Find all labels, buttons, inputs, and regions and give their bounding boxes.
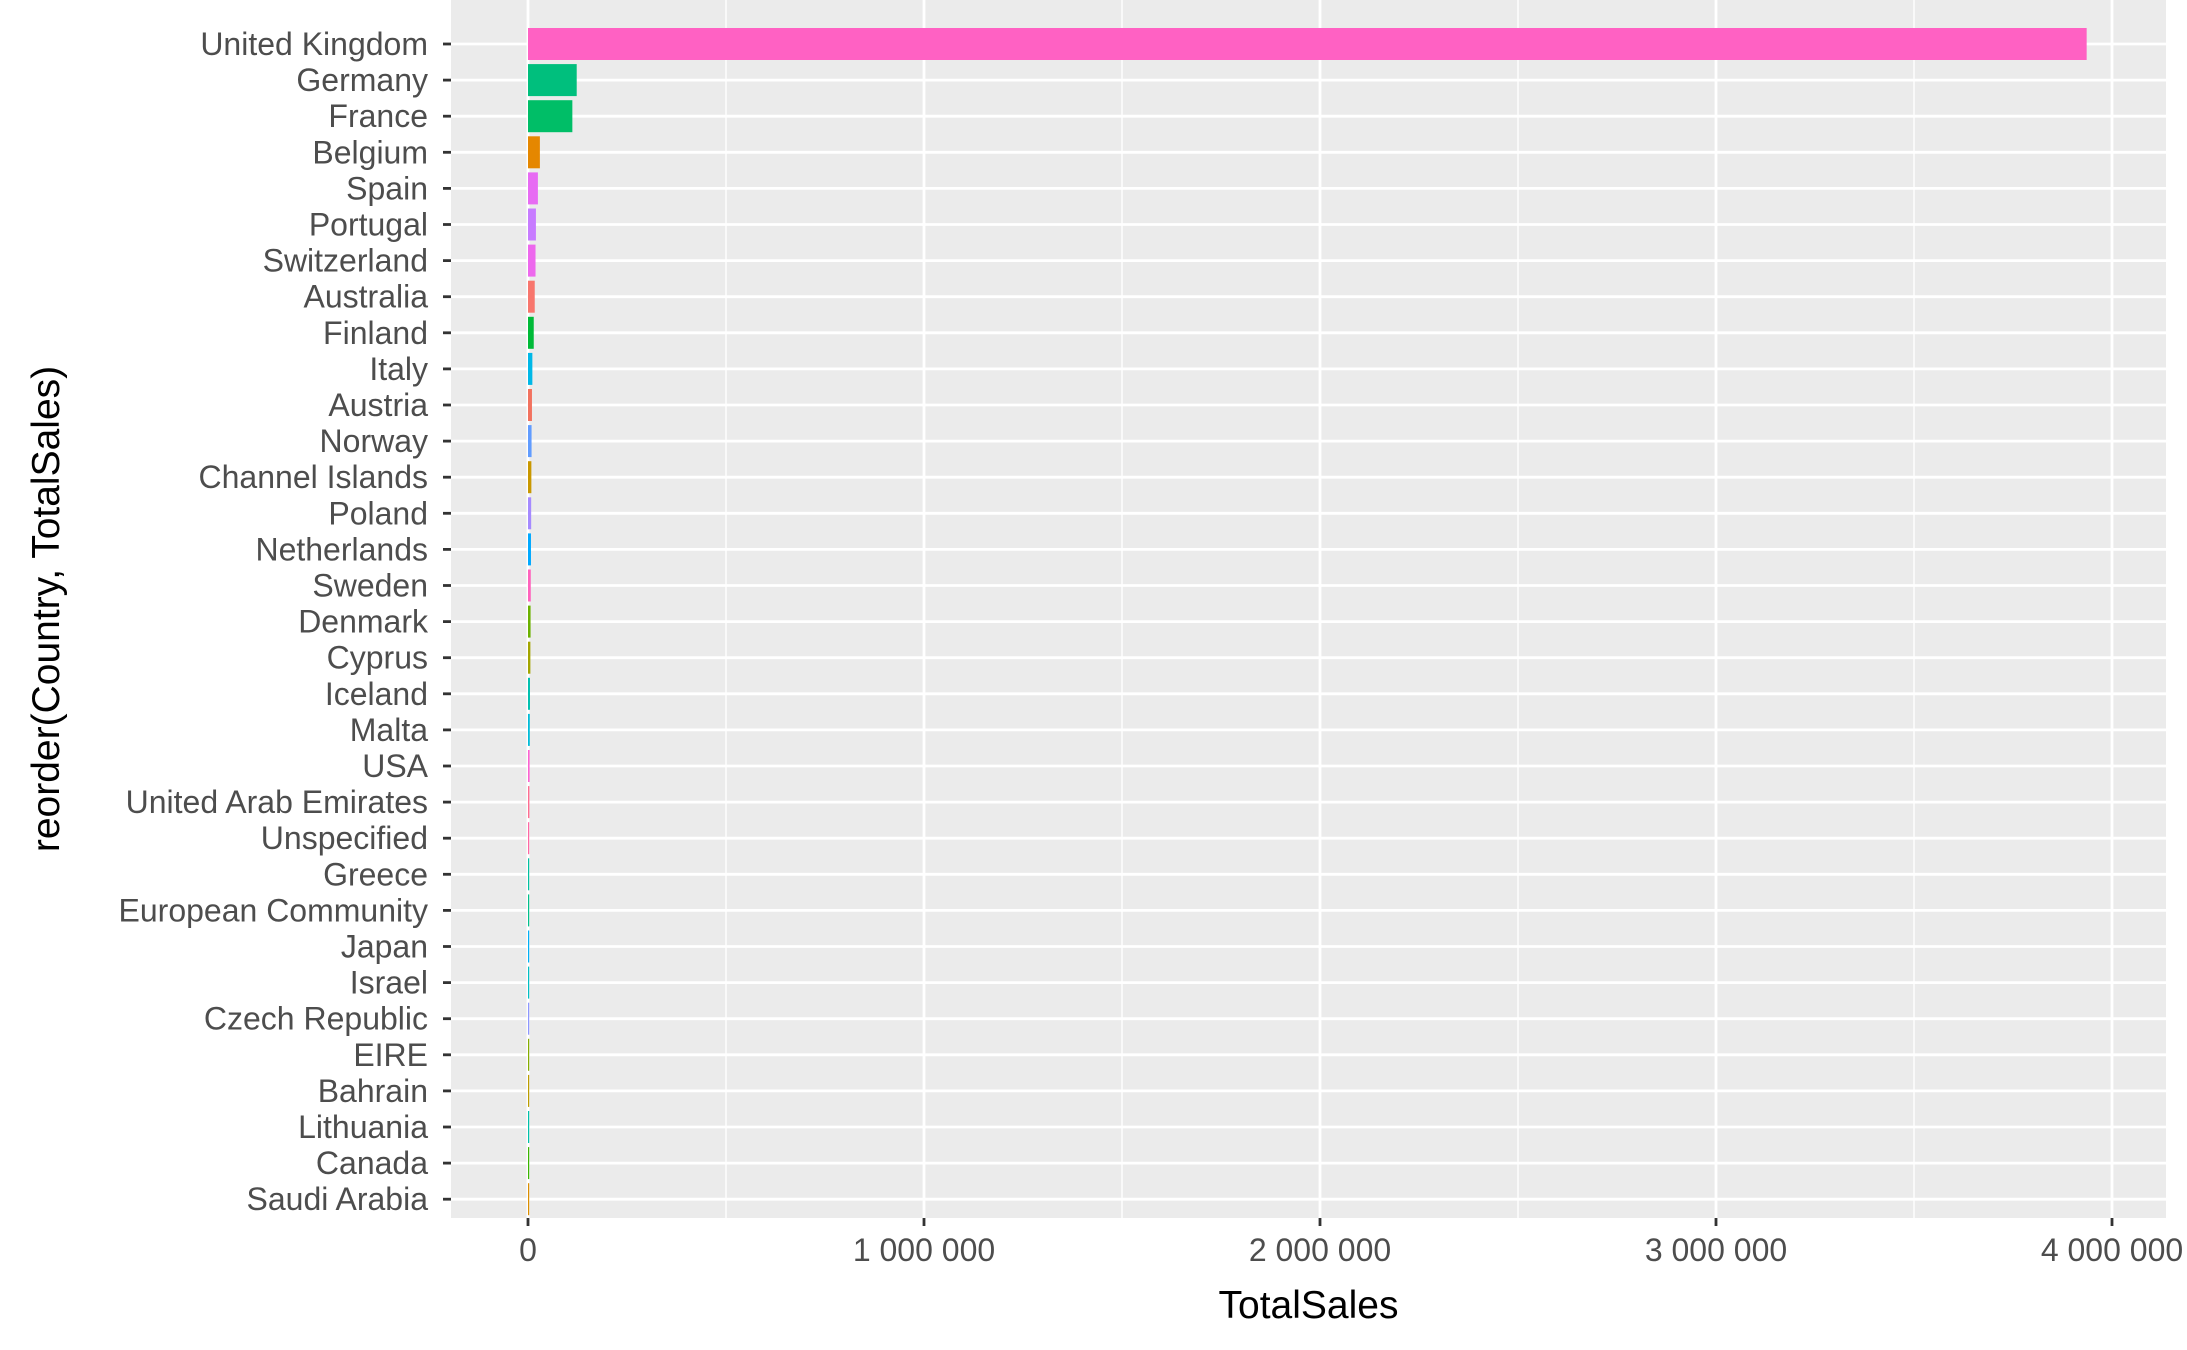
y-tick-label: Sweden [312, 568, 428, 604]
y-tick-label: Poland [328, 495, 428, 531]
bar-israel [528, 966, 530, 999]
bar-cyprus [528, 641, 531, 674]
y-tick-label: Channel Islands [199, 459, 428, 495]
bar-norway [528, 425, 532, 458]
bar-usa [528, 750, 530, 782]
y-axis-ticks: United KingdomGermanyFranceBelgiumSpainP… [119, 26, 451, 1217]
bar-japan [528, 930, 530, 963]
y-tick-label: Portugal [309, 207, 428, 243]
y-tick-label: Germany [296, 62, 428, 98]
bar-belgium [528, 136, 540, 169]
bar-iceland [528, 677, 530, 710]
bar-poland [528, 497, 532, 530]
y-tick-label: Iceland [325, 676, 428, 712]
x-tick-label: 0 [519, 1232, 537, 1268]
bar-australia [528, 280, 535, 313]
x-axis-title: TotalSales [1219, 1284, 1399, 1327]
y-tick-label: European Community [119, 892, 428, 928]
y-tick-label: Switzerland [263, 243, 428, 279]
y-tick-label: Canada [316, 1145, 428, 1181]
bar-malta [528, 713, 530, 746]
y-tick-label: Spain [346, 170, 428, 206]
y-tick-label: France [328, 98, 428, 134]
y-tick-label: Norway [320, 423, 428, 459]
y-tick-label: Denmark [298, 604, 429, 640]
x-tick-label: 3 000 000 [1645, 1232, 1787, 1268]
bar-united-kingdom [528, 28, 2087, 60]
x-tick-label: 4 000 000 [2041, 1232, 2183, 1268]
y-axis-title: reorder(Country, TotalSales) [25, 366, 68, 852]
bar-france [528, 100, 573, 133]
x-axis-ticks: 0 1 000 000 2 000 000 3 000 000 4 000 000 [519, 1218, 2183, 1268]
y-tick-label: Saudi Arabia [247, 1181, 429, 1217]
y-tick-label: Israel [350, 965, 428, 1001]
minor-gridlines [725, 0, 1915, 1218]
y-tick-label: Austria [328, 387, 428, 423]
y-tick-label: Japan [341, 929, 428, 965]
bar-sweden [528, 569, 531, 602]
y-tick-label: Finland [323, 315, 428, 351]
bar-european-community [528, 894, 530, 927]
bar-greece [528, 858, 530, 891]
y-tick-label: EIRE [353, 1037, 428, 1073]
y-tick-label: USA [362, 748, 428, 784]
y-tick-label: Unspecified [261, 820, 428, 856]
bar-italy [528, 352, 533, 385]
y-tick-label: Italy [369, 351, 428, 387]
bar-lithuania [528, 1111, 530, 1143]
bar-unspecified [528, 822, 530, 855]
plot-panel [451, 0, 2166, 1218]
x-tick-label: 1 000 000 [853, 1232, 995, 1268]
bar-bahrain [528, 1074, 530, 1107]
y-tick-label: Belgium [312, 134, 428, 170]
bar-denmark [528, 605, 531, 638]
x-tick-label: 2 000 000 [1249, 1232, 1391, 1268]
bar-canada [528, 1147, 530, 1180]
bars [528, 28, 2087, 1216]
bar-germany [528, 64, 577, 97]
bar-portugal [528, 208, 536, 241]
bar-eire [528, 1038, 530, 1071]
bar-channel-islands [528, 461, 532, 494]
bar-switzerland [528, 244, 536, 277]
y-tick-label: Malta [350, 712, 428, 748]
bar-united-arab-emirates [528, 786, 530, 819]
y-tick-label: Bahrain [318, 1073, 428, 1109]
bar-spain [528, 172, 538, 205]
bar-finland [528, 316, 534, 349]
y-tick-label: Australia [304, 279, 429, 315]
bar-czech-republic [528, 1002, 530, 1035]
y-tick-label: Netherlands [255, 531, 428, 567]
y-tick-label: United Arab Emirates [126, 784, 428, 820]
major-gridlines [451, 0, 2166, 1218]
bar-austria [528, 389, 532, 421]
y-tick-label: Cyprus [327, 640, 428, 676]
y-tick-label: Czech Republic [204, 1001, 428, 1037]
y-tick-label: Greece [323, 856, 428, 892]
y-tick-label: United Kingdom [200, 26, 428, 62]
bar-netherlands [528, 533, 531, 566]
bar-saudi-arabia [528, 1183, 530, 1216]
y-tick-label: Lithuania [298, 1109, 428, 1145]
